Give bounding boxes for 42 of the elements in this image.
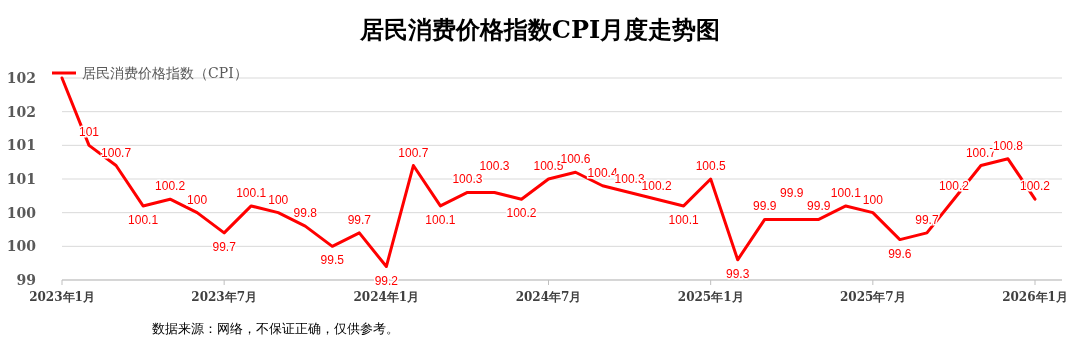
data-label: 99.5 <box>320 253 345 268</box>
data-label: 99.8 <box>293 206 318 221</box>
data-label: 100.1 <box>425 212 456 227</box>
data-label: 100 <box>862 192 884 207</box>
data-label: 100.2 <box>506 206 537 221</box>
data-label: 99.3 <box>726 266 750 281</box>
data-label: 99.2 <box>374 273 399 288</box>
y-tick-label: 100 <box>6 204 37 221</box>
x-tick-label: 2024年1月 <box>353 290 420 304</box>
y-tick-label: 102 <box>6 70 36 86</box>
x-tick-label: 2025年1月 <box>677 290 744 304</box>
x-tick-label: 2023年1月 <box>29 290 95 304</box>
legend-label: 居民消费价格指数（CPI） <box>82 65 248 81</box>
data-label: 100 <box>187 192 208 207</box>
data-label: 99.9 <box>753 199 777 214</box>
data-label: 100.7 <box>398 145 429 160</box>
data-label: 99.9 <box>780 186 804 201</box>
data-label: 100.1 <box>236 185 267 200</box>
data-label: 99.7 <box>347 212 372 227</box>
data-label: 100.1 <box>128 212 159 227</box>
y-tick-label: 101 <box>6 171 36 187</box>
data-label: 100.2 <box>641 179 672 194</box>
y-tick-label: 100 <box>6 238 37 255</box>
data-label: 99.9 <box>807 199 831 214</box>
y-tick-label: 102 <box>6 103 36 120</box>
x-tick-label: 2026年1月 <box>1002 290 1068 304</box>
chart-title: 居民消费价格指数CPI月度走势图 <box>358 15 721 44</box>
data-label: 100.2 <box>155 179 186 194</box>
data-label: 100.3 <box>479 159 510 174</box>
data-label: 99.7 <box>212 239 237 254</box>
data-label: 100.5 <box>695 159 727 173</box>
data-label: 100.1 <box>668 212 699 227</box>
source-note: 数据来源：网络，不保证正确，仅供参考。 <box>152 321 399 336</box>
x-tick-label: 2023年7月 <box>191 290 258 304</box>
data-label: 99.6 <box>888 246 912 261</box>
data-label: 100 <box>268 192 289 207</box>
y-tick-label: 99 <box>16 272 36 288</box>
y-tick-label: 101 <box>6 137 36 154</box>
x-tick-label: 2025年7月 <box>839 290 906 304</box>
x-tick-label: 2024年7月 <box>515 290 582 304</box>
data-label: 100.1 <box>830 185 862 200</box>
data-label: 100.3 <box>452 172 483 187</box>
